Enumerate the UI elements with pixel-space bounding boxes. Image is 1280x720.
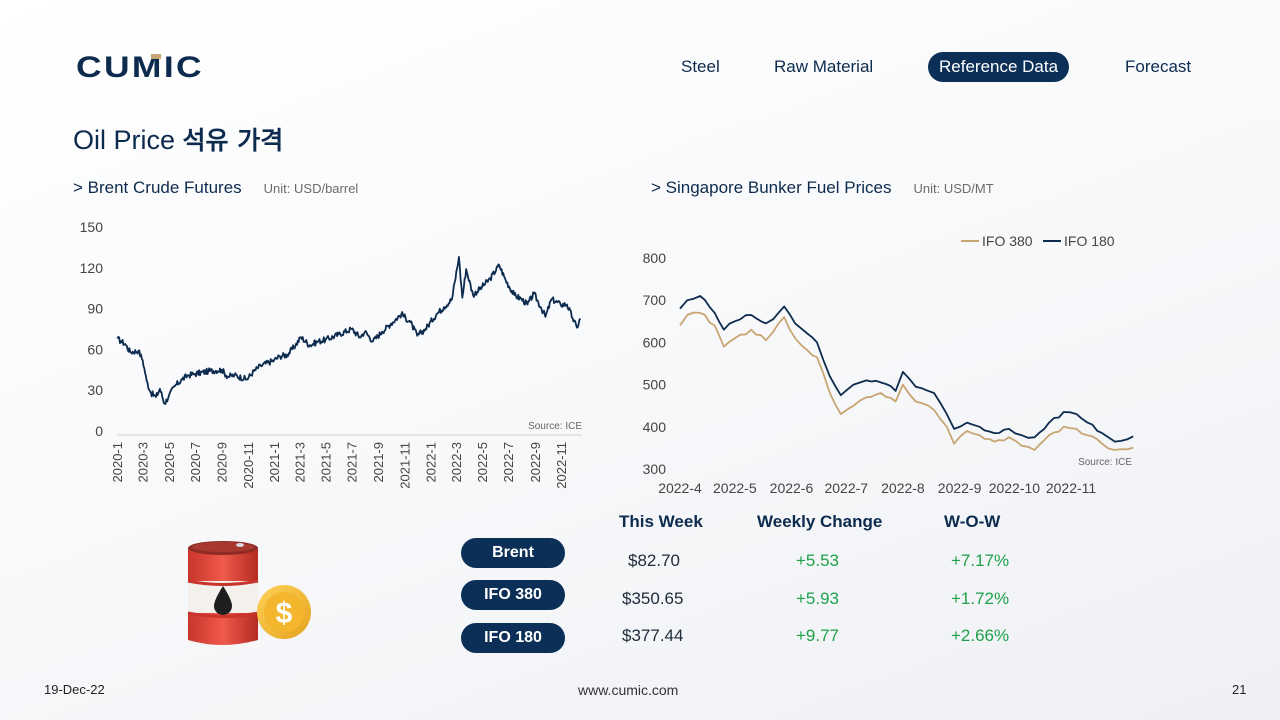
bunker-chart: 300 400 500 600 700 800 2022-4 2022-5 2022-6 2022… [643,233,1134,496]
header-weekly-change: Weekly Change [757,512,883,531]
brent-xtick-10: 2021-9 [371,442,386,482]
cumic-logo: CUMIC [76,54,204,80]
brent-xtick-17: 2022-11 [554,442,569,489]
brent-ytick-3: 90 [87,301,103,317]
page-title-ko: 석유 가격 [182,126,284,155]
brent-xtick-3: 2020-7 [188,442,203,482]
wow-ifo380: +1.72% [951,589,1010,608]
brent-xtick-15: 2022-7 [501,442,516,482]
label-brent: Brent [461,538,565,568]
brent-source: Source: ICE [528,421,582,432]
brent-ytick-5: 150 [80,219,104,235]
logo-text: CUMIC [76,54,204,80]
brent-series-line [116,255,582,405]
wow-brent: +7.17% [951,551,1010,570]
page-title: Oil Price 석유 가격 [73,121,283,157]
label-ifo180: IFO 180 [461,623,565,653]
nav-steel[interactable]: Steel [681,57,720,76]
brent-xtick-8: 2021-5 [318,442,333,482]
brent-chart: 0 30 60 90 120 150 2020-1 2020-3 2020-5 2020-7 202… [80,219,583,489]
nav-forecast[interactable]: Forecast [1125,57,1192,76]
brent-xtick-5: 2020-11 [241,442,256,489]
brent-xtick-1: 2020-3 [136,442,151,482]
brent-xtick-2: 2020-5 [162,442,177,482]
brent-xtick-11: 2021-11 [397,442,412,489]
change-brent: +5.53 [796,551,840,570]
brent-xtick-14: 2022-5 [475,442,490,482]
bunker-ytick-5: 800 [643,250,667,266]
bunker-ytick-0: 300 [643,461,667,477]
brent-xtick-13: 2022-3 [449,442,464,482]
bunker-title: > Singapore Bunker Fuel Prices [651,178,892,197]
svg-text:$: $ [276,597,293,630]
brent-xtick-0: 2020-1 [110,442,125,482]
header-wow: W-O-W [944,512,1001,531]
bunker-xtick-3: 2022-7 [824,480,868,496]
bunker-xtick-0: 2022-4 [658,480,702,496]
legend-label-1: IFO 180 [1064,233,1115,249]
bunker-ytick-3: 600 [643,334,667,350]
brent-xtick-4: 2020-9 [215,442,230,482]
oil-barrel-icon: $ [187,541,311,645]
footer-website[interactable]: www.cumic.com [578,682,679,698]
bunker-section-title: > Singapore Bunker Fuel Prices Unit: USD/… [651,178,994,198]
bunker-unit: Unit: USD/MT [913,181,994,196]
price-brent: $82.70 [628,551,680,570]
bunker-xtick-5: 2022-9 [938,480,982,496]
brent-ytick-2: 60 [87,341,103,357]
bunker-ytick-4: 700 [643,292,667,308]
price-ifo180: $377.44 [622,626,684,645]
nav-reference-data[interactable]: Reference Data [928,52,1070,82]
bunker-source: Source: ICE [1078,457,1132,468]
page-number: 21 [1232,682,1247,697]
bunker-ytick-1: 400 [643,419,667,435]
brent-unit: Unit: USD/barrel [263,181,359,196]
nav-raw-material[interactable]: Raw Material [774,57,874,76]
bunker-series-line-1 [679,295,1134,443]
change-ifo380: +5.93 [796,589,840,608]
brent-ytick-1: 30 [87,382,103,398]
brent-section-title: > Brent Crude Futures Unit: USD/barrel [73,178,358,198]
bunker-series-line-0 [679,311,1134,451]
label-ifo380: IFO 380 [461,580,565,610]
bunker-xtick-1: 2022-5 [713,480,757,496]
brent-xtick-6: 2021-1 [267,442,282,482]
bunker-xtick-2: 2022-6 [770,480,814,496]
brent-xtick-7: 2021-3 [292,442,307,482]
wow-ifo180: +2.66% [951,626,1010,645]
brent-ytick-4: 120 [80,260,104,276]
price-ifo380: $350.65 [622,589,684,608]
brent-xtick-16: 2022-9 [528,442,543,482]
legend-label-0: IFO 380 [982,233,1033,249]
change-ifo180: +9.77 [796,626,840,645]
brent-ytick-0: 0 [95,423,103,439]
bunker-xtick-4: 2022-8 [881,480,925,496]
bunker-xtick-6: 2022-10 [989,480,1041,496]
top-nav: Steel Raw Material Reference Data Foreca… [0,52,1280,82]
footer-date: 19-Dec-22 [44,682,105,697]
brent-xtick-9: 2021-7 [345,442,360,482]
header-this-week: This Week [619,512,703,531]
page-title-en: Oil Price [73,125,176,155]
brent-title: > Brent Crude Futures [73,178,242,197]
bunker-xtick-7: 2022-11 [1046,480,1097,496]
bunker-ytick-2: 500 [643,377,667,393]
brent-xtick-12: 2022-1 [424,442,439,482]
